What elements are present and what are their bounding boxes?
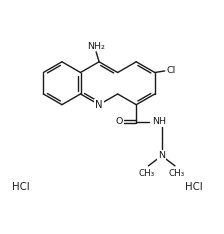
Text: Cl: Cl (167, 66, 176, 75)
Text: NH: NH (152, 117, 166, 126)
Text: O: O (116, 117, 123, 126)
Text: CH₃: CH₃ (168, 169, 185, 178)
Text: NH₂: NH₂ (87, 42, 105, 51)
Text: N: N (158, 151, 165, 160)
Text: HCl: HCl (185, 183, 202, 193)
Text: N: N (95, 100, 103, 110)
Text: CH₃: CH₃ (139, 169, 155, 178)
Text: HCl: HCl (12, 183, 30, 193)
